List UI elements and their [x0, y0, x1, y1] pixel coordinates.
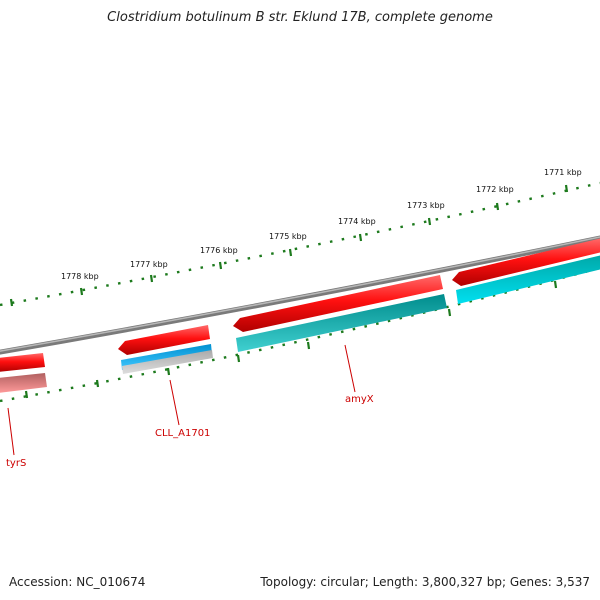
gene-arrow-amyX[interactable] [236, 294, 447, 352]
ruler-label-1778: 1778 kbp [61, 272, 99, 281]
gene-arrow[interactable] [452, 238, 600, 286]
ruler-label-1771: 1771 kbp [544, 168, 582, 177]
reverse-strand-genes [0, 255, 600, 393]
gene-arrow[interactable] [456, 255, 600, 304]
ruler-label-1777: 1777 kbp [130, 260, 168, 269]
gene-arrow-CLL_A1701-secondary[interactable] [122, 350, 213, 374]
ruler-label-1775: 1775 kbp [269, 232, 307, 241]
gene-label-tyrS: tyrS [6, 458, 26, 469]
forward-strand-genes [0, 238, 600, 372]
genome-backbone [0, 235, 600, 355]
gene-arrow-tyrS[interactable] [0, 373, 47, 393]
gene-arrow[interactable] [0, 353, 45, 372]
page-title: Clostridium botulinum B str. Eklund 17B,… [107, 10, 493, 25]
genome-summary-text: Topology: circular; Length: 3,800,327 bp… [260, 575, 590, 589]
gene-label-CLL_A1701: CLL_A1701 [155, 428, 210, 439]
upper-ruler [0, 181, 600, 307]
ruler-label-1772: 1772 kbp [476, 185, 514, 194]
accession-text: Accession: NC_010674 [9, 575, 146, 589]
ruler-label-1773: 1773 kbp [407, 201, 445, 210]
gene-arrow[interactable] [118, 325, 210, 355]
gene-label-amyX: amyX [345, 394, 374, 405]
gene-arrow[interactable] [233, 275, 443, 332]
gene-label-leaders [7, 344, 356, 456]
ruler-label-1774: 1774 kbp [338, 217, 376, 226]
ruler-label-1776: 1776 kbp [200, 246, 238, 255]
